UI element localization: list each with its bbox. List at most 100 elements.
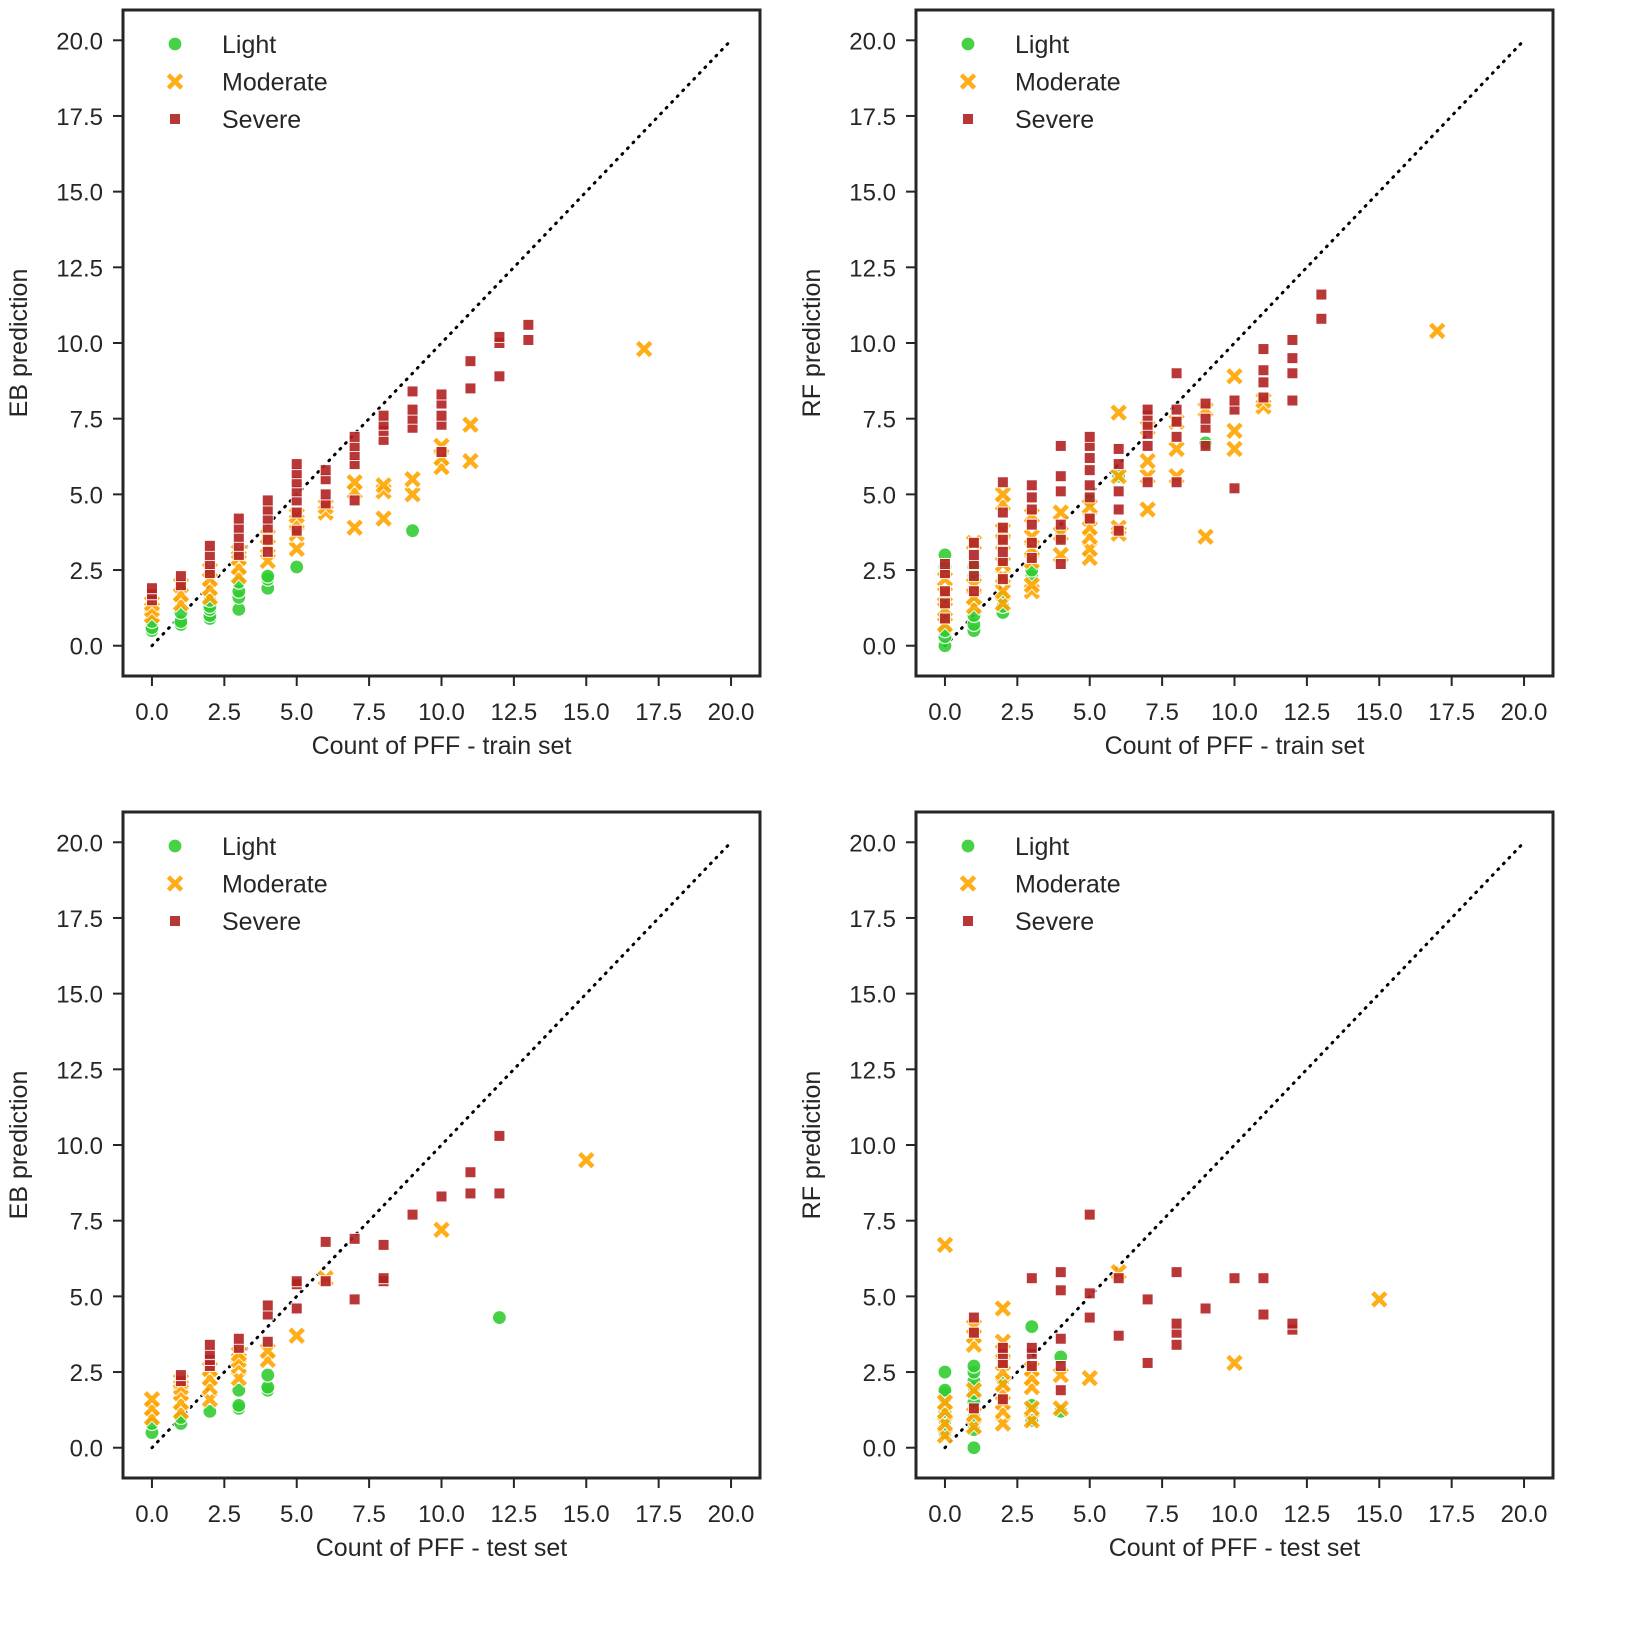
series-severe <box>145 318 535 607</box>
data-point-severe <box>232 512 245 525</box>
panel-eb-train: 0.0 2.5 5.0 7.5 10.0 12.5 15.0 17.5 20.0 0.0 2.5 5.… <box>5 8 762 760</box>
y-tick-label: 2.5 <box>70 1360 103 1387</box>
data-point-severe <box>348 430 361 443</box>
data-point-light <box>231 1382 247 1398</box>
y-tick-label: 12.5 <box>56 255 103 282</box>
data-point-severe <box>1054 439 1067 452</box>
data-point-moderate <box>993 593 1013 613</box>
y-tick-label: 17.5 <box>849 104 896 131</box>
legend-marker-moderate-x-icon <box>958 71 978 92</box>
legend: Light Moderate Severe <box>958 31 1121 134</box>
y-tick-label: 20.0 <box>56 830 103 857</box>
y-tick-label: 2.5 <box>863 558 896 585</box>
data-point-severe <box>493 1187 506 1200</box>
data-point-severe <box>1083 512 1096 525</box>
data-point-severe <box>1025 1272 1038 1285</box>
data-point-severe <box>1170 1317 1183 1330</box>
data-point-severe <box>996 1393 1009 1406</box>
legend-label-light: Light <box>1015 833 1069 861</box>
data-point-severe <box>1228 394 1241 407</box>
data-point-moderate <box>402 469 423 489</box>
x-tick-label: 15.0 <box>1356 699 1403 726</box>
data-point-severe <box>1025 551 1038 564</box>
y-tick-label: 15.0 <box>56 180 103 207</box>
data-point-severe <box>1054 557 1067 570</box>
data-point-severe <box>967 1311 980 1324</box>
x-tick-label: 7.5 <box>352 1501 385 1528</box>
data-point-severe <box>1286 367 1299 380</box>
legend-marker-severe-square-icon <box>962 113 974 125</box>
data-point-severe <box>938 585 951 598</box>
data-point-severe <box>1170 476 1183 489</box>
legend-marker-light-circle-icon <box>960 838 976 854</box>
data-point-severe <box>522 333 535 346</box>
data-point-severe <box>938 597 951 610</box>
series-light <box>144 523 421 639</box>
data-point-severe <box>1054 1266 1067 1279</box>
y-tick-label: 12.5 <box>849 1057 896 1084</box>
series-severe <box>967 1208 1299 1415</box>
data-point-severe <box>1083 430 1096 443</box>
legend-label-severe: Severe <box>222 106 301 134</box>
series-light <box>144 1309 508 1441</box>
data-point-moderate <box>142 1389 162 1409</box>
x-tick-label: 10.0 <box>418 1501 465 1528</box>
y-tick-label: 20.0 <box>849 830 896 857</box>
data-point-severe <box>348 1293 361 1306</box>
data-point-moderate <box>200 1389 220 1409</box>
data-point-moderate <box>634 339 654 359</box>
data-point-severe <box>522 318 535 331</box>
data-point-moderate <box>1022 1398 1042 1418</box>
data-point-severe <box>377 1272 390 1285</box>
data-point-severe <box>1199 412 1212 425</box>
x-tick-label: 17.5 <box>1428 1501 1475 1528</box>
y-tick-label: 15.0 <box>56 982 103 1009</box>
data-point-severe <box>1054 470 1067 483</box>
data-point-severe <box>1025 1359 1038 1372</box>
data-point-light <box>231 1397 247 1413</box>
data-point-moderate <box>1080 539 1100 559</box>
data-point-severe <box>1315 288 1328 301</box>
data-point-severe <box>1112 458 1125 471</box>
x-tick-label: 2.5 <box>1001 699 1034 726</box>
x-tick-label: 15.0 <box>563 699 610 726</box>
x-tick-label: 5.0 <box>1073 699 1106 726</box>
y-tick-label: 17.5 <box>56 104 103 131</box>
data-point-severe <box>493 330 506 343</box>
axes-frame <box>121 8 762 678</box>
data-point-severe <box>232 1332 245 1345</box>
data-point-severe <box>1141 476 1154 489</box>
data-point-severe <box>435 388 448 401</box>
data-point-severe <box>145 582 158 595</box>
x-tick-label: 5.0 <box>280 1501 313 1528</box>
data-point-moderate <box>935 1426 955 1446</box>
x-tick-label: 0.0 <box>135 699 168 726</box>
y-tick-label: 5.0 <box>863 1284 896 1311</box>
data-point-severe <box>1054 485 1067 498</box>
y-tick-label: 5.0 <box>863 482 896 509</box>
data-point-severe <box>967 585 980 598</box>
data-point-severe <box>1199 439 1212 452</box>
data-point-severe <box>1083 464 1096 477</box>
legend-label-moderate: Moderate <box>222 871 328 899</box>
data-point-severe <box>435 445 448 458</box>
legend-marker-moderate-x-icon <box>165 71 185 92</box>
data-point-moderate <box>964 1416 984 1437</box>
data-point-severe <box>261 533 274 546</box>
data-point-severe <box>261 1299 274 1312</box>
data-point-severe <box>319 464 332 477</box>
data-point-severe <box>1257 1272 1270 1285</box>
data-point-severe <box>1170 430 1183 443</box>
x-tick-label: 10.0 <box>418 699 465 726</box>
legend-label-severe: Severe <box>1015 908 1094 936</box>
data-point-severe <box>319 1235 332 1248</box>
data-point-severe <box>1054 1384 1067 1397</box>
data-point-severe <box>464 382 477 395</box>
data-point-light <box>491 1309 508 1326</box>
data-point-severe <box>1257 364 1270 377</box>
data-point-severe <box>1025 479 1038 492</box>
axes-frame <box>914 8 1555 678</box>
data-point-severe <box>1286 1317 1299 1330</box>
data-point-severe <box>1170 1338 1183 1351</box>
y-axis-label: EB prediction <box>5 269 33 418</box>
